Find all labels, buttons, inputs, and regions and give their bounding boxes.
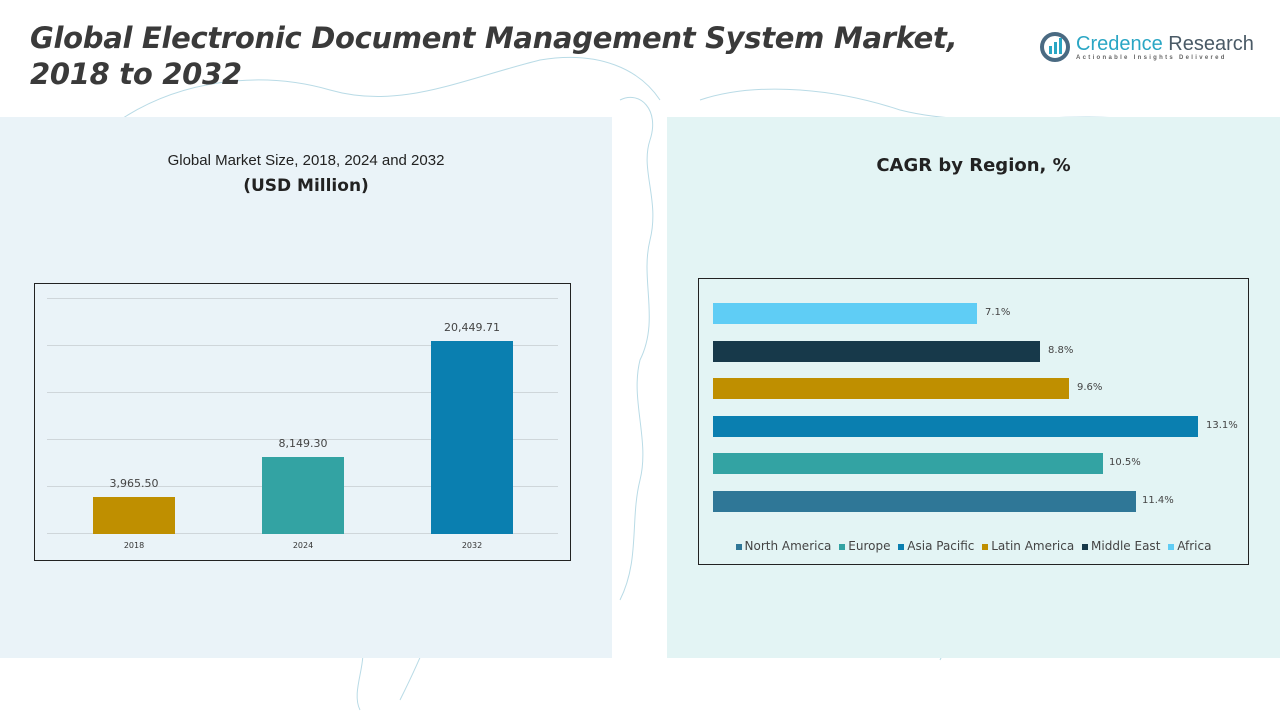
cagr-legend: North America Europe Asia Pacific Latin … (699, 539, 1248, 553)
title-line-2: 2018 to 2032 (30, 57, 242, 91)
cagr-title: CAGR by Region, % (876, 155, 1071, 176)
legend-middle-east: Middle East (1082, 539, 1160, 553)
bar-asia-pacific (713, 416, 1198, 437)
gridline (47, 392, 558, 393)
x-label-2032: 2032 (461, 541, 483, 550)
gridline (47, 298, 558, 299)
market-size-unit: (USD Million) (243, 176, 369, 196)
bar-middle-east (713, 341, 1040, 362)
gridline (47, 439, 558, 440)
gridline (47, 345, 558, 346)
bar-2018 (93, 497, 175, 534)
x-label-2024: 2024 (292, 541, 314, 550)
bar-latin-america (713, 378, 1069, 399)
bar-value-2024: 8,149.30 (278, 437, 328, 450)
value-europe: 10.5% (1109, 457, 1141, 468)
bar-2032 (431, 341, 513, 534)
legend-asia-pacific: Asia Pacific (898, 539, 974, 553)
legend-latin-america: Latin America (982, 539, 1074, 553)
value-middle-east: 8.8% (1048, 345, 1074, 356)
credence-research-logo: Credence Research Actionable Insights De… (1040, 32, 1254, 62)
market-size-chart: 3,965.50 2018 8,149.30 2024 20,449.71 20… (34, 283, 571, 561)
value-asia-pacific: 13.1% (1206, 420, 1238, 431)
legend-europe: Europe (839, 539, 890, 553)
logo-chart-icon (1040, 32, 1070, 62)
cagr-chart: 7.1% 8.8% 9.6% 13.1% 10.5% 11.4% North A… (698, 278, 1249, 565)
bar-2024 (262, 457, 344, 534)
legend-north-america: North America (735, 539, 831, 553)
bar-value-2032: 20,449.71 (444, 321, 500, 334)
bar-africa (713, 303, 977, 324)
bar-value-2018: 3,965.50 (109, 477, 159, 490)
value-africa: 7.1% (985, 307, 1011, 318)
value-north-america: 11.4% (1142, 495, 1174, 506)
market-size-title: Global Market Size, 2018, 2024 and 2032 (167, 152, 445, 169)
logo-name: Credence Research (1076, 33, 1254, 55)
page-title: Global Electronic Document Management Sy… (30, 20, 958, 92)
logo-tagline: Actionable Insights Delivered (1076, 55, 1227, 61)
title-line-1: Global Electronic Document Management Sy… (30, 21, 958, 55)
legend-africa: Africa (1168, 539, 1211, 553)
bar-north-america (713, 491, 1136, 512)
bar-europe (713, 453, 1103, 474)
value-latin-america: 9.6% (1077, 382, 1103, 393)
x-label-2018: 2018 (123, 541, 145, 550)
